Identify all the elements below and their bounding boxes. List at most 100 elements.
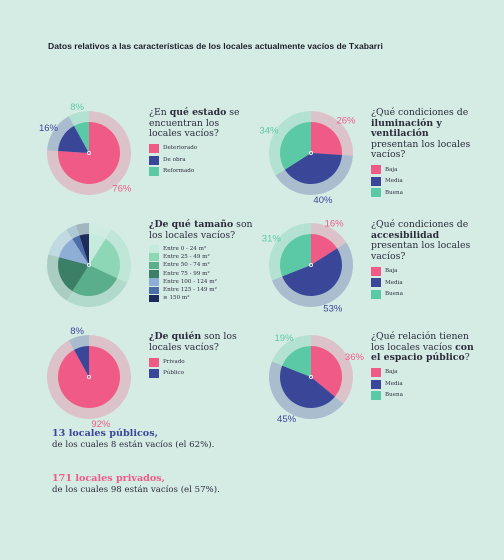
- pie-segment: [89, 238, 120, 279]
- legend-label: Entre 25 - 49 m²: [163, 253, 210, 260]
- center-dot: [87, 262, 92, 267]
- legend-label: Entre 75 - 99 m²: [163, 270, 210, 277]
- value-label: 8%: [70, 326, 84, 337]
- pie-segment: [282, 248, 343, 297]
- legend-swatch: [371, 391, 381, 401]
- legend-item: Baja: [371, 368, 475, 378]
- legend-label: Reformado: [163, 168, 195, 175]
- legend-swatch: [149, 270, 159, 278]
- legend-item: Buena: [371, 289, 475, 299]
- pie-segment: [58, 238, 89, 265]
- legend-label: De obra: [163, 156, 186, 163]
- pie-segment: [72, 265, 118, 296]
- legend-item: Entre 50 - 74 m²: [149, 261, 253, 270]
- legend-label: Buena: [385, 189, 403, 196]
- question-text: son los locales vacíos?: [149, 331, 237, 353]
- question-block: ¿De qué tamaño son los locales vacíos? En…: [149, 219, 253, 303]
- legend-swatch: [371, 368, 381, 378]
- legend-item: Reformado: [149, 167, 253, 177]
- note-headline: 171 locales privados,: [52, 473, 166, 484]
- pie-segment: [280, 365, 335, 408]
- question-bold: qué estado: [169, 107, 227, 118]
- value-label: 16%: [325, 218, 345, 229]
- pie-segment: [280, 234, 311, 277]
- legend-label: Entre 50 - 74 m²: [163, 262, 210, 269]
- legend-swatch: [371, 266, 381, 276]
- legend-label: ≥ 150 m²: [163, 295, 190, 302]
- question-title: ¿Qué relación tienen los locales vacíos …: [371, 331, 475, 364]
- pie-segment: [58, 125, 89, 153]
- center-dot: [308, 150, 313, 155]
- value-label: 34%: [259, 125, 279, 136]
- question-bold: iluminación y ventilación: [371, 117, 442, 140]
- legend-label: Media: [385, 178, 403, 185]
- question-text: son los locales vacíos?: [149, 219, 253, 241]
- question-text: se encuentran los locales vacíos?: [149, 107, 240, 140]
- value-label: 16%: [39, 123, 59, 134]
- question-block: ¿Qué relación tienen los locales vacíos …: [371, 331, 475, 402]
- center-dot: [87, 150, 92, 155]
- pie-segment: [311, 234, 338, 265]
- pie-segment: [284, 153, 342, 184]
- question-title: ¿De quién son los locales vacíos?: [149, 331, 253, 353]
- legend-swatch: [149, 294, 159, 303]
- legend-swatch: [149, 245, 159, 253]
- legend: Baja Media Buena: [371, 165, 475, 198]
- legend-item: De obra: [149, 155, 253, 165]
- question-text: presentan los locales vacíos?: [371, 240, 471, 262]
- question-bold: accesibilidad: [371, 229, 440, 241]
- legend-item: Buena: [371, 391, 475, 401]
- pie-segment: [282, 346, 311, 377]
- legend-item: ≥ 150 m²: [149, 294, 253, 303]
- legend-item: Entre 75 - 99 m²: [149, 270, 253, 278]
- question-title: ¿Qué condiciones de accesibilidad presen…: [371, 219, 475, 262]
- legend-item: Media: [371, 379, 475, 389]
- question-text: ¿En: [149, 107, 170, 118]
- legend-swatch: [149, 144, 159, 154]
- legend-swatch: [149, 167, 159, 177]
- pie-segment: [58, 257, 89, 292]
- main-title: Datos relativos a las características de…: [48, 41, 383, 51]
- legend: Deteriorado De obra Reformado: [149, 144, 253, 177]
- value-label: 8%: [70, 102, 84, 113]
- question-bold: ¿De qué tamaño: [149, 219, 234, 230]
- center-dot: [308, 262, 313, 267]
- note: 171 locales privados, de los cuales 98 es…: [52, 473, 222, 496]
- question-text: ¿Qué condiciones de: [371, 107, 469, 118]
- question-title: ¿De qué tamaño son los locales vacíos?: [149, 219, 253, 241]
- value-label: 36%: [345, 352, 365, 363]
- value-label: 76%: [112, 183, 132, 194]
- legend-label: Media: [385, 279, 403, 286]
- legend-item: Buena: [371, 188, 475, 198]
- legend-swatch: [149, 278, 159, 286]
- legend-swatch: [371, 165, 381, 175]
- center-dot: [87, 374, 92, 379]
- legend: Privado Público: [149, 357, 253, 379]
- value-label: 40%: [313, 195, 333, 206]
- legend-swatch: [149, 155, 159, 165]
- legend-item: Media: [371, 176, 475, 186]
- pie-segment: [79, 234, 89, 265]
- pie-segment: [58, 346, 121, 408]
- legend-item: Entre 25 - 49 m²: [149, 253, 253, 261]
- legend-label: Entre 125 - 149 m²: [163, 287, 217, 294]
- question-bold: con el espacio público: [371, 341, 474, 364]
- value-label: 92%: [91, 419, 111, 430]
- legend-item: Entre 125 - 149 m²: [149, 286, 253, 295]
- legend-label: Público: [163, 370, 185, 377]
- question-text: presentan los locales vacíos?: [371, 138, 471, 161]
- legend-label: Buena: [385, 392, 403, 399]
- note-text: de los cuales 8 están vacíos (el 62%).: [52, 440, 215, 450]
- question-text: ¿Qué relación tienen los locales vacíos: [371, 331, 469, 353]
- legend-label: Media: [385, 380, 403, 387]
- pie-segment: [72, 235, 89, 265]
- legend-swatch: [149, 357, 159, 367]
- pie-segment: [280, 122, 311, 170]
- legend-item: Entre 0 - 24 m²: [149, 245, 253, 253]
- legend-label: Deteriorado: [163, 145, 198, 152]
- question-text: ¿Qué condiciones de: [371, 219, 469, 230]
- legend-swatch: [149, 369, 159, 379]
- legend-swatch: [149, 261, 159, 270]
